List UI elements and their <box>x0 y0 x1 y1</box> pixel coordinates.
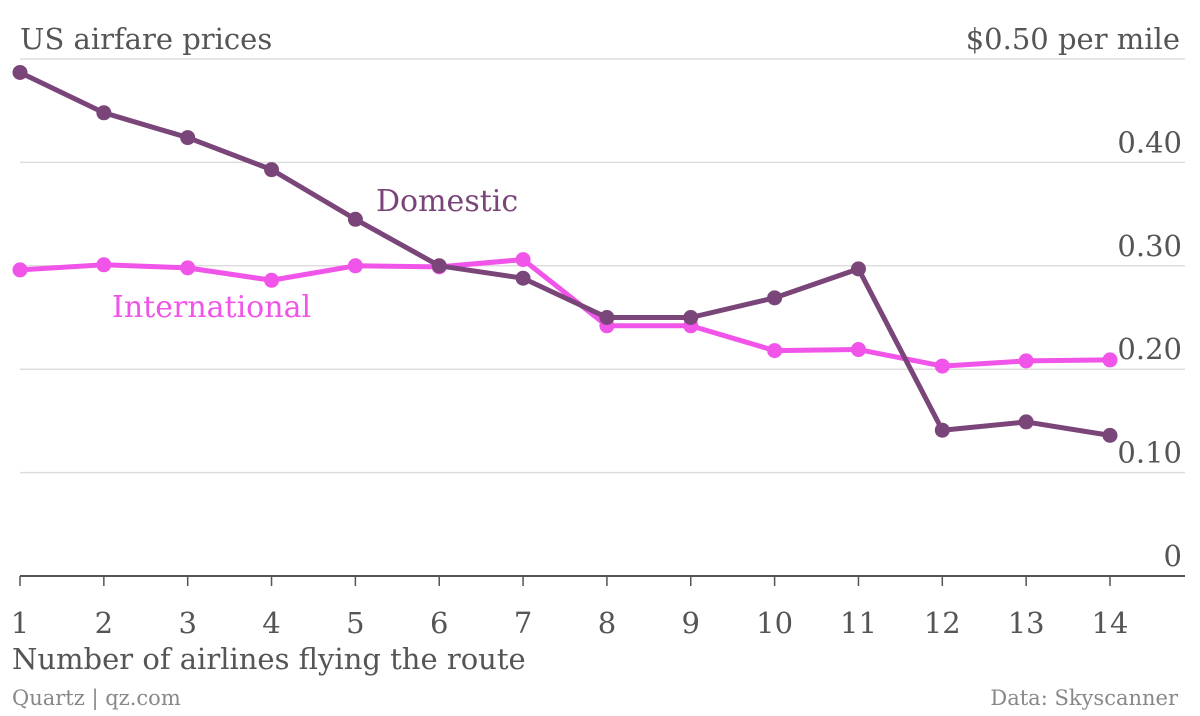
series-label-international: International <box>112 290 311 325</box>
x-tick-label: 6 <box>430 606 448 640</box>
x-tick-label: 2 <box>95 606 113 640</box>
y-tick-label: 0.40 <box>1117 125 1182 159</box>
series-label-domestic: Domestic <box>376 184 518 219</box>
series-line-international <box>17 257 1113 369</box>
data-point-international <box>515 252 531 268</box>
data-point-international <box>12 262 28 278</box>
series-lines <box>12 64 1118 443</box>
data-point-domestic <box>850 261 866 277</box>
y-tick-label: 0.20 <box>1117 332 1182 366</box>
data-point-domestic <box>1102 427 1118 443</box>
data-point-international <box>180 260 196 276</box>
x-tick-label: 12 <box>924 606 961 640</box>
gridlines <box>20 58 1185 577</box>
data-point-domestic <box>264 162 280 178</box>
data-point-domestic <box>1018 414 1034 430</box>
x-tick-label: 5 <box>346 606 364 640</box>
data-point-domestic <box>347 211 363 227</box>
x-tick-label: 8 <box>598 606 616 640</box>
series-labels: Domestic International <box>112 184 518 325</box>
x-tick-label: 3 <box>178 606 196 640</box>
data-point-international <box>934 358 950 374</box>
data-point-domestic <box>12 64 28 80</box>
y-axis-top-label: $0.50 per mile <box>965 22 1180 56</box>
x-tick-label: 14 <box>1092 606 1129 640</box>
data-point-international <box>1018 353 1034 369</box>
data-point-domestic <box>599 310 615 325</box>
data-point-international <box>850 342 866 358</box>
data-point-international <box>264 272 280 288</box>
data-point-domestic <box>683 310 699 325</box>
x-tick-label: 11 <box>840 606 877 640</box>
x-tick-label: 1 <box>11 606 29 640</box>
data-point-domestic <box>934 422 950 438</box>
data-point-international <box>347 258 363 274</box>
x-tick-label: 13 <box>1008 606 1045 640</box>
x-tick-labels: 1 2 3 4 5 6 7 8 9 10 11 12 13 14 <box>11 576 1129 640</box>
data-point-domestic <box>767 290 783 306</box>
data-point-domestic <box>180 130 196 146</box>
data-point-international <box>1102 352 1118 368</box>
chart-title: US airfare prices <box>20 22 273 56</box>
y-tick-labels: 0 0.10 0.20 0.30 0.40 <box>1117 125 1182 573</box>
x-tick-label: 10 <box>756 606 793 640</box>
data-point-international <box>96 257 112 273</box>
source-credit: Quartz | qz.com <box>12 686 181 710</box>
series-domestic <box>12 64 1118 443</box>
data-point-domestic <box>431 258 447 274</box>
data-point-domestic <box>96 105 112 121</box>
y-tick-label: 0 <box>1164 539 1182 573</box>
x-tick-label: 7 <box>514 606 532 640</box>
y-tick-label: 0.30 <box>1117 229 1182 263</box>
data-point-domestic <box>515 270 531 286</box>
x-axis-label: Number of airlines flying the route <box>12 642 526 676</box>
x-tick-label: 9 <box>682 606 700 640</box>
series-international <box>12 252 1118 374</box>
x-tick-label: 4 <box>262 606 280 640</box>
data-point-international <box>767 343 783 359</box>
series-line-domestic <box>17 69 1113 438</box>
data-credit: Data: Skyscanner <box>990 686 1178 710</box>
y-tick-label: 0.10 <box>1117 436 1182 470</box>
